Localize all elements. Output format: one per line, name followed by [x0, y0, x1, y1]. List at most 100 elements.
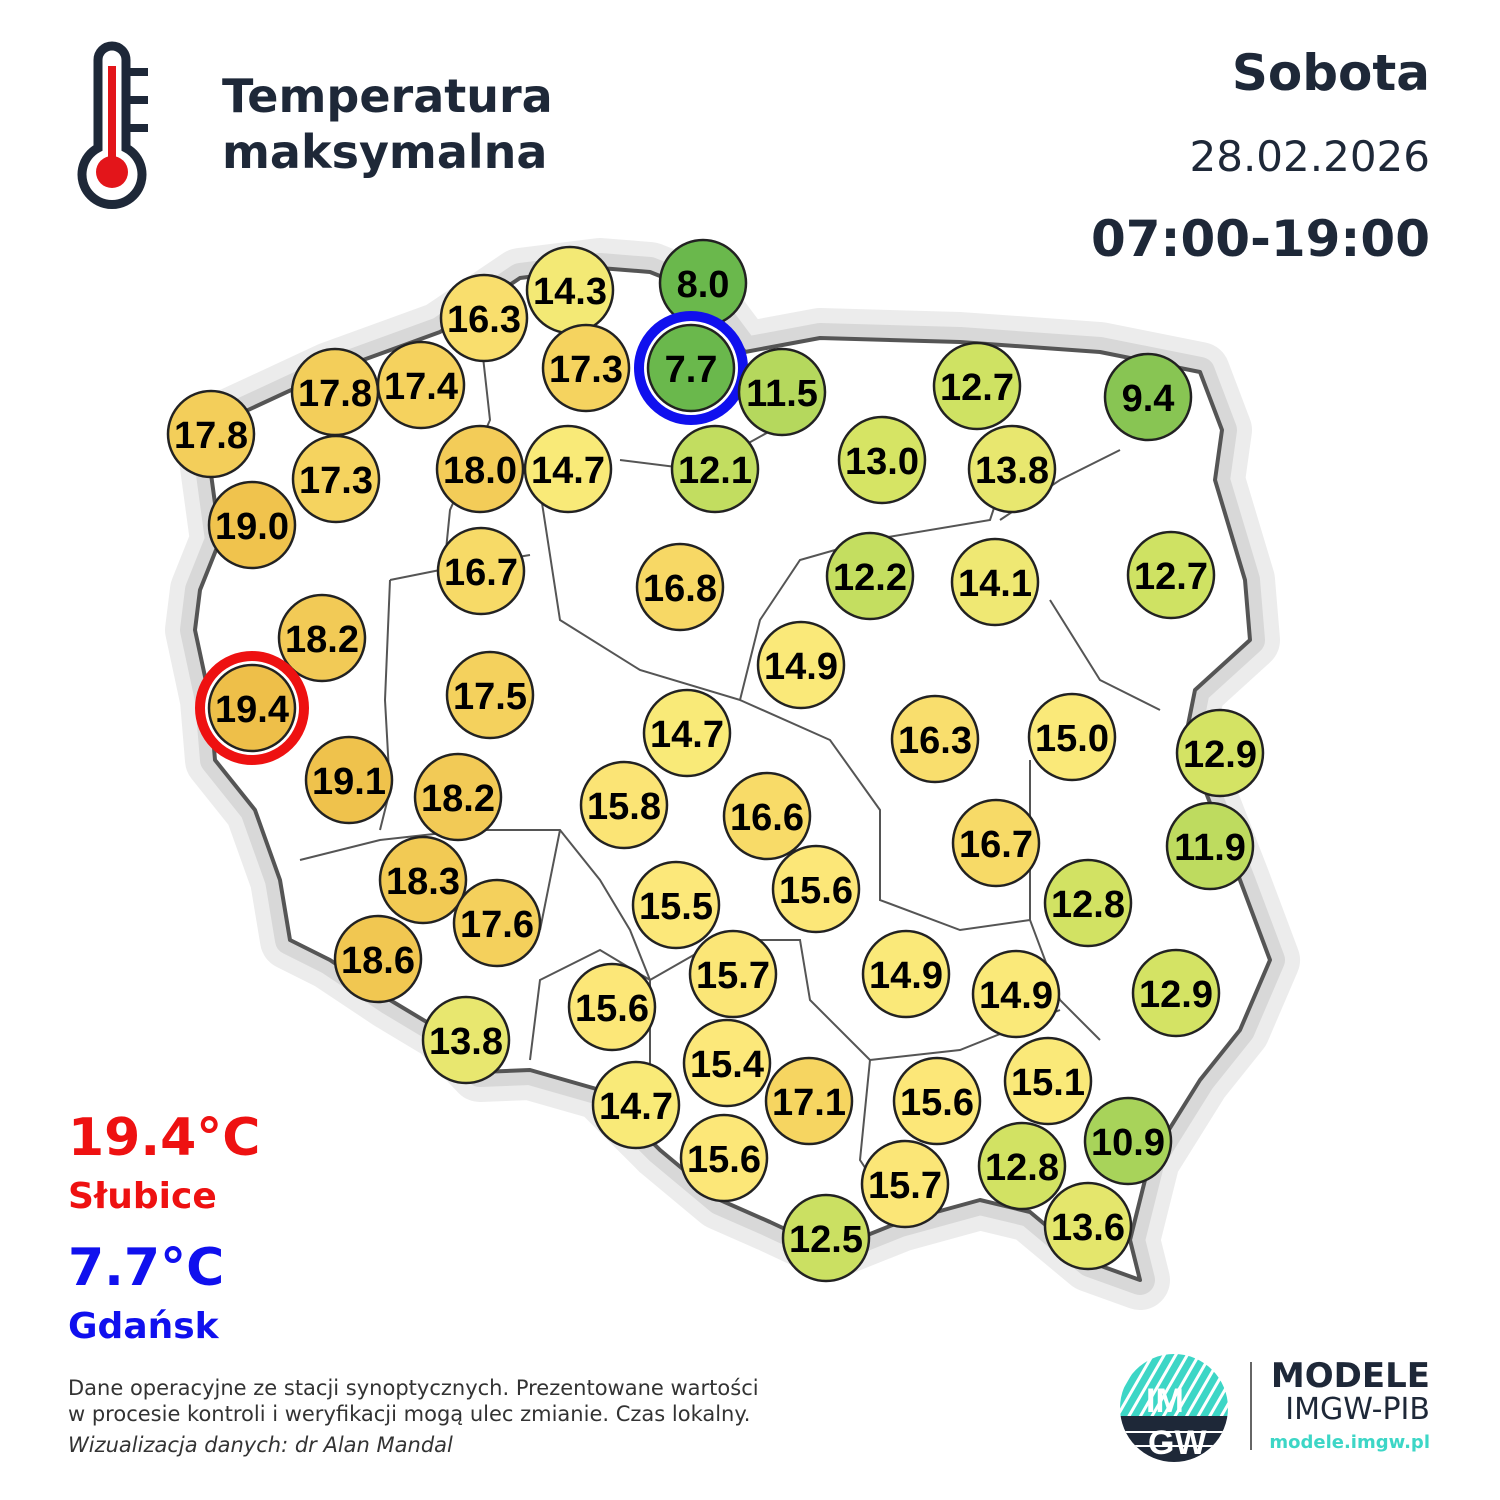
station-marker: 13.6 — [1043, 1181, 1133, 1271]
time-range-label: 07:00-19:00 — [1090, 210, 1430, 268]
station-circle — [1175, 708, 1265, 798]
station-marker: 10.9 — [1083, 1096, 1173, 1186]
station-circle — [291, 434, 381, 524]
station-circle — [764, 1056, 854, 1146]
station-value: 13.6 — [1051, 1207, 1125, 1249]
station-value: 19.1 — [312, 761, 386, 803]
station-value: 14.7 — [650, 714, 724, 756]
region-border — [379, 579, 392, 831]
station-marker: 13.0 — [837, 415, 927, 505]
station-circle — [890, 694, 980, 784]
station-value: 15.6 — [575, 988, 649, 1030]
station-circle — [825, 531, 915, 621]
visualization-credit: Wizualizacja danych: dr Alan Mandal — [68, 1433, 453, 1457]
station-circle — [304, 735, 394, 825]
station-marker: 17.8 — [290, 347, 380, 437]
station-value: 16.3 — [447, 299, 521, 341]
station-circle — [1165, 801, 1255, 891]
station-markers: 14.3 8.0 16.3 17.3 7.7 11.5 17.8 17.4 17.8 17.3 18… — [166, 238, 1265, 1283]
station-value: 15.4 — [690, 1044, 764, 1086]
station-value: 17.8 — [174, 415, 248, 457]
station-marker: 12.9 — [1175, 708, 1265, 798]
station-marker: 17.4 — [376, 340, 466, 430]
region-border — [539, 829, 561, 931]
station-circle — [435, 424, 525, 514]
max-temperature-value: 19.4°C — [68, 1108, 261, 1168]
station-marker: 14.7 — [591, 1060, 681, 1150]
station-value: 16.6 — [730, 797, 804, 839]
station-value: 9.4 — [1122, 378, 1175, 420]
station-marker: 15.6 — [567, 962, 657, 1052]
station-value: 16.7 — [959, 824, 1033, 866]
station-circle — [591, 1060, 681, 1150]
station-circle — [722, 771, 812, 861]
station-marker: 12.1 — [670, 424, 760, 514]
station-value: 17.5 — [453, 676, 527, 718]
station-marker: 12.8 — [977, 1121, 1067, 1211]
max-temperature-station: Słubice — [68, 1176, 217, 1217]
station-circle — [682, 1018, 772, 1108]
station-circle — [971, 949, 1061, 1039]
station-marker: 9.4 — [1103, 352, 1193, 442]
station-value: 12.2 — [833, 557, 907, 599]
disclaimer-line-2: w procesie kontroli i weryfikacji mogą u… — [68, 1402, 751, 1426]
station-marker: 15.4 — [682, 1018, 772, 1108]
station-value: 12.8 — [1051, 884, 1125, 926]
station-marker: 14.9 — [971, 949, 1061, 1039]
station-marker: 14.3 — [525, 245, 615, 335]
station-marker: 18.0 — [435, 424, 525, 514]
station-marker: 11.5 — [737, 347, 827, 437]
station-marker: 12.2 — [825, 531, 915, 621]
region-border — [1049, 599, 1161, 711]
station-value: 15.5 — [639, 886, 713, 928]
station-circle — [771, 844, 861, 934]
station-value: 15.0 — [1035, 718, 1109, 760]
station-value: 19.4 — [215, 689, 289, 731]
station-marker: 7.7 — [634, 311, 748, 425]
station-marker: 11.9 — [1165, 801, 1255, 891]
station-value: 17.1 — [772, 1082, 846, 1124]
station-marker: 15.8 — [579, 760, 669, 850]
station-value: 15.8 — [587, 786, 661, 828]
brand-url[interactable]: modele.imgw.pl — [1269, 1432, 1430, 1453]
station-circle — [523, 424, 613, 514]
station-circle — [635, 542, 725, 632]
logo-divider — [1250, 1362, 1252, 1450]
station-circle — [670, 424, 760, 514]
station-marker: 17.3 — [541, 323, 631, 413]
station-circle — [932, 341, 1022, 431]
station-marker: 15.6 — [771, 844, 861, 934]
station-circle — [1083, 1096, 1173, 1186]
station-value: 15.6 — [687, 1139, 761, 1181]
station-marker: 14.1 — [950, 537, 1040, 627]
station-marker: 15.6 — [892, 1056, 982, 1146]
station-circle — [837, 415, 927, 505]
station-value: 12.7 — [1134, 556, 1208, 598]
station-circle — [967, 424, 1057, 514]
station-value: 14.7 — [599, 1086, 673, 1128]
station-value: 18.0 — [443, 450, 517, 492]
station-marker: 12.9 — [1131, 948, 1221, 1038]
station-value: 18.2 — [421, 778, 495, 820]
map-title: Temperatura maksymalna — [222, 68, 553, 180]
station-marker: 19.0 — [207, 480, 297, 570]
svg-text:GW: GW — [1148, 1424, 1207, 1462]
title-line-2: maksymalna — [222, 125, 548, 179]
station-value: 7.7 — [665, 349, 718, 391]
station-value: 18.3 — [386, 861, 460, 903]
station-marker: 16.7 — [951, 798, 1041, 888]
station-value: 18.6 — [341, 940, 415, 982]
station-value: 14.9 — [869, 955, 943, 997]
station-marker: 13.8 — [967, 424, 1057, 514]
min-temperature-station: Gdańsk — [68, 1306, 219, 1347]
station-circle — [950, 537, 1040, 627]
station-value: 16.3 — [898, 720, 972, 762]
station-circle — [541, 323, 631, 413]
station-marker: 17.5 — [445, 650, 535, 740]
station-marker: 16.8 — [635, 542, 725, 632]
station-circle — [1131, 948, 1221, 1038]
station-value: 13.8 — [975, 450, 1049, 492]
day-label: Sobota — [1231, 44, 1430, 102]
station-value: 12.8 — [985, 1147, 1059, 1189]
station-value: 14.9 — [979, 975, 1053, 1017]
